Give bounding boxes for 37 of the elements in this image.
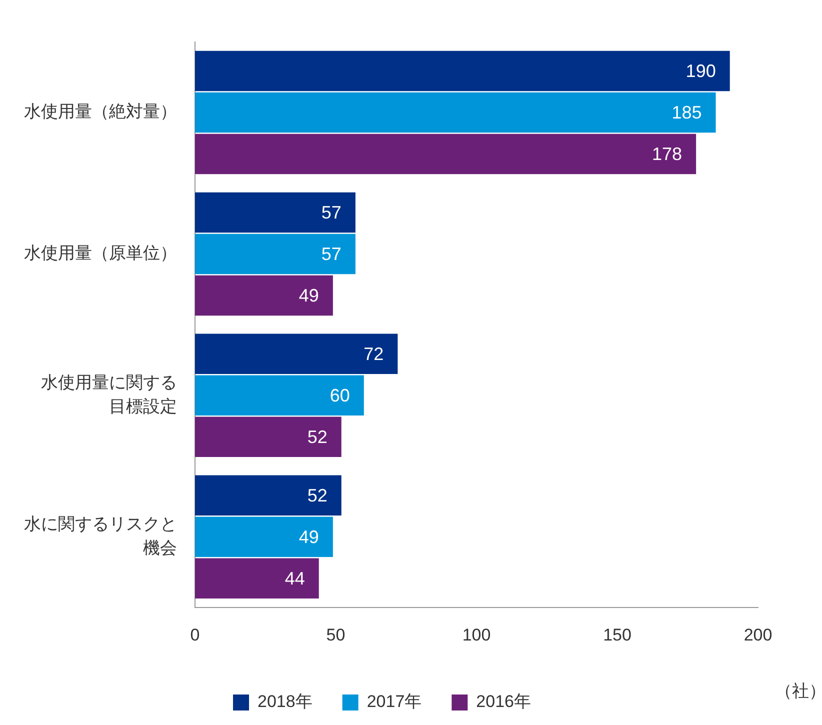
data-label: 49: [298, 526, 319, 547]
data-label: 52: [307, 426, 328, 447]
x-tick-label: 100: [462, 625, 491, 644]
x-tick-label: 50: [326, 625, 346, 644]
data-label: 44: [284, 568, 305, 588]
data-label: 52: [307, 485, 328, 506]
bar: [195, 334, 398, 374]
data-label: 72: [364, 344, 384, 364]
bar: [195, 50, 730, 92]
data-label: 57: [321, 244, 342, 264]
y-tick-label: 水使用量（絶対量）: [24, 102, 177, 122]
y-tick-label: 水に関するリスクと機会: [24, 514, 177, 558]
x-tick-label: 0: [190, 625, 200, 644]
bar: [195, 92, 716, 133]
legend-label: 2016年: [476, 692, 531, 712]
data-label: 178: [652, 144, 682, 164]
data-label: 185: [672, 102, 702, 122]
bar: [195, 516, 333, 557]
bar: [195, 192, 356, 233]
bar: [195, 475, 342, 516]
bar: [195, 234, 356, 274]
data-label: 49: [298, 285, 319, 306]
legend-label: 2017年: [366, 692, 422, 712]
y-tick-label: 水使用量に関する目標設定: [41, 373, 177, 416]
bar: [195, 375, 364, 416]
data-label: 190: [686, 61, 716, 81]
y-tick-label: 水使用量（原単位）: [24, 244, 177, 263]
x-tick-label: 200: [744, 625, 772, 644]
x-tick-label: 150: [603, 625, 632, 644]
bar: [195, 558, 319, 598]
bar: [195, 275, 333, 316]
bar: [195, 134, 696, 174]
x-axis-title: （社）: [775, 682, 822, 701]
legend-label: 2018年: [258, 692, 312, 712]
bar: [195, 416, 342, 458]
data-label: 60: [330, 385, 350, 406]
data-label: 57: [321, 202, 342, 222]
